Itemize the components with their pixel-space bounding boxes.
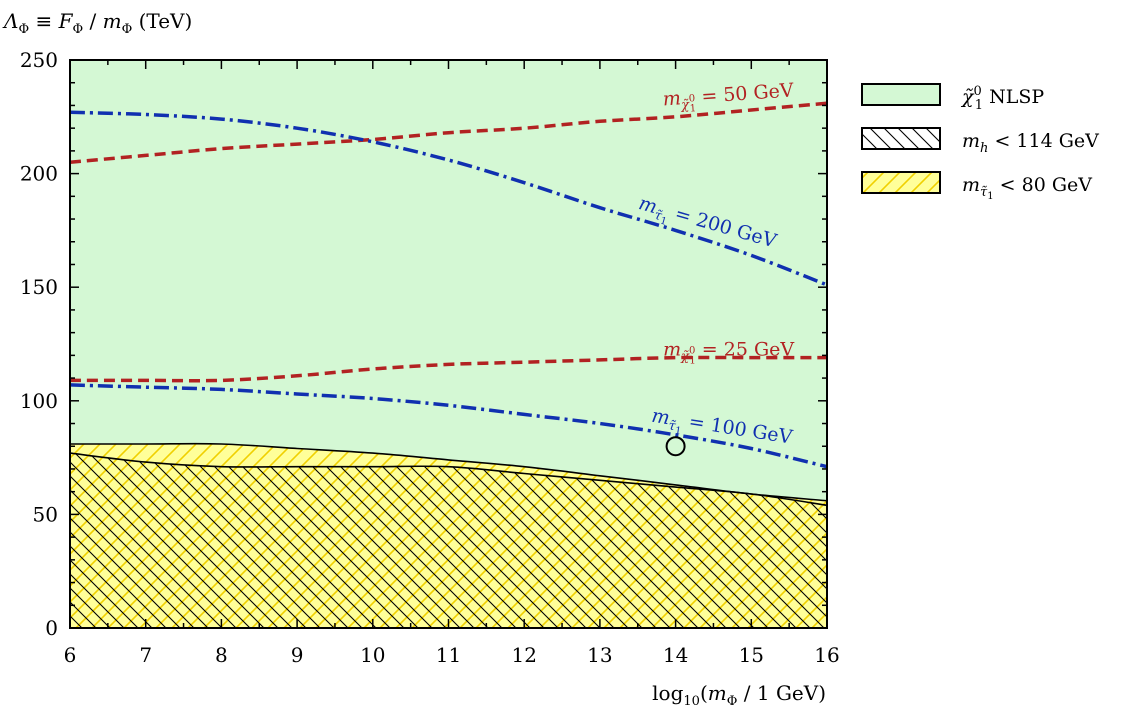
x-tick-label-8: 8 — [215, 643, 228, 667]
legend-swatch-stau — [861, 171, 941, 194]
series-line-1 — [70, 110, 827, 287]
legend-swatch-nlsp — [861, 83, 941, 106]
x-tick-label-12: 12 — [511, 643, 536, 667]
y-tick-label-200: 200 — [20, 162, 58, 186]
series-group — [70, 101, 827, 469]
x-tick-label-14: 14 — [663, 643, 688, 667]
series-line-3 — [70, 383, 827, 469]
higgs-excluded-region — [70, 453, 827, 628]
higgs-boundary — [70, 452, 827, 507]
curve-label-2: mχ̃0 1 = 25 GeV — [663, 338, 794, 366]
series-line-2 — [70, 355, 827, 383]
legend-label-higgs: mh < 114 GeV — [962, 130, 1099, 156]
y-tick-label-0: 0 — [45, 616, 58, 640]
benchmark-point-0 — [665, 436, 686, 457]
y-tick-label-50: 50 — [33, 502, 58, 526]
x-tick-label-16: 16 — [814, 643, 839, 667]
x-tick-label-6: 6 — [64, 643, 77, 667]
x-tick-label-15: 15 — [739, 643, 764, 667]
x-tick-label-13: 13 — [587, 643, 612, 667]
legend-label-stau: mτ̃1 < 80 GeV — [962, 174, 1092, 202]
x-tick-label-10: 10 — [360, 643, 385, 667]
x-tick-label-7: 7 — [139, 643, 152, 667]
legend-label-nlsp: χ̃0 1 NLSP — [960, 84, 1044, 113]
points-group — [665, 436, 686, 457]
legend-swatch-higgs — [861, 127, 941, 150]
x-axis-title: log10(mΦ / 1 GeV) — [652, 681, 826, 709]
y-tick-label-150: 150 — [20, 275, 58, 299]
plot-area — [70, 60, 827, 628]
y-tick-label-250: 250 — [20, 48, 58, 72]
axis-ticks: 6 7 8 9 10 11 12 13 14 15 16 0 50 100 150 200 250 — [20, 48, 840, 667]
x-tick-label-9: 9 — [291, 643, 304, 667]
stau-boundary — [70, 442, 827, 502]
x-tick-label-11: 11 — [436, 643, 461, 667]
series-line-0 — [70, 101, 827, 164]
legend: χ̃0 1 NLSP mh < 114 GeV mτ̃1 < 80 GeV — [861, 83, 1099, 202]
y-tick-label-100: 100 — [20, 389, 58, 413]
y-axis-title: ΛΦ ≡ FΦ / mΦ (TeV) — [2, 9, 192, 37]
